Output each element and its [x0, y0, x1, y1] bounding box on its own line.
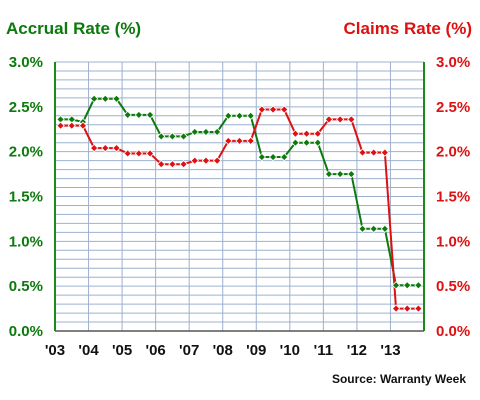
accrual-series-line: [60, 97, 419, 287]
accrual-point: [134, 110, 144, 120]
accrual-point: [291, 138, 300, 147]
right-tick-label: 0.5%: [436, 278, 470, 295]
claims-point: [56, 121, 65, 130]
claims-point: [112, 143, 121, 153]
right-tick-label: 1.5%: [436, 189, 470, 206]
claims-point: [302, 129, 311, 138]
claims-point: [324, 115, 334, 124]
accrual-point: [224, 111, 233, 120]
x-tick-label: '05: [112, 342, 132, 359]
claims-point: [369, 148, 378, 157]
accrual-point: [246, 111, 255, 120]
right-tick-label: 1.0%: [436, 233, 470, 250]
claims-point: [414, 304, 423, 313]
x-tick-label: '04: [78, 342, 99, 359]
claims-point: [89, 143, 99, 153]
claims-point: [280, 105, 289, 114]
right-tick-label: 2.5%: [436, 99, 470, 116]
accrual-point: [369, 224, 378, 233]
accrual-point: [190, 127, 199, 137]
accrual-point: [313, 138, 322, 147]
tick-labels: 3.0% 2.5% 2.0% 1.5% 1.0% 0.5% 0.0% 3.0% 2.5% 2.0%…: [9, 54, 470, 359]
claims-point: [347, 115, 356, 124]
right-tick-label: 0.0%: [436, 323, 470, 340]
accrual-point: [257, 152, 267, 162]
accrual-point: [89, 94, 99, 103]
accrual-point: [201, 127, 211, 137]
claims-point: [291, 129, 300, 138]
claims-point: [101, 143, 110, 153]
accrual-point: [101, 94, 110, 103]
accrual-point: [212, 127, 222, 137]
claims-point: [380, 148, 390, 157]
claims-point: [67, 121, 76, 130]
accrual-point: [145, 110, 155, 120]
left-tick-label: 0.5%: [9, 278, 43, 295]
accrual-point: [324, 169, 334, 179]
accrual-point: [347, 169, 356, 179]
accrual-point: [403, 281, 412, 290]
claims-point: [157, 160, 166, 169]
x-tick-label: '07: [179, 342, 199, 359]
x-tick-label: '06: [146, 342, 166, 359]
axes: [54, 62, 425, 332]
claims-point: [358, 148, 367, 157]
x-tick-label: '09: [246, 342, 266, 359]
accrual-point: [235, 111, 244, 120]
left-tick-label: 2.0%: [9, 144, 43, 161]
plot-grid: [54, 61, 425, 332]
accrual-point: [391, 281, 401, 290]
x-tick-label: '08: [213, 342, 233, 359]
right-tick-label: 3.0%: [436, 54, 470, 71]
accrual-point: [157, 132, 166, 141]
accrual-point: [280, 152, 289, 162]
x-tick-label: '12: [347, 342, 367, 359]
claims-point: [168, 160, 177, 169]
left-tick-label: 3.0%: [9, 54, 43, 71]
claims-point: [335, 115, 345, 124]
left-tick-label: 0.0%: [9, 323, 43, 340]
claims-point: [190, 156, 199, 165]
claims-point: [78, 121, 88, 130]
claims-point: [212, 156, 222, 165]
claims-point: [313, 129, 322, 138]
claims-point: [134, 149, 144, 158]
claims-point: [403, 304, 412, 313]
claims-point: [391, 304, 401, 313]
accrual-point: [268, 152, 278, 162]
claims-point: [201, 156, 211, 165]
accrual-point: [380, 224, 390, 233]
claims-point: [145, 149, 155, 158]
x-tick-label: '03: [45, 342, 65, 359]
right-tick-label: 2.0%: [436, 144, 470, 161]
left-axis-title: Accrual Rate (%): [6, 19, 142, 38]
x-tick-label: '10: [280, 342, 300, 359]
series-markers: [56, 94, 423, 313]
accrual-point: [179, 132, 188, 141]
accrual-point: [112, 94, 121, 103]
accrual-point: [123, 110, 132, 120]
source-note: Source: Warranty Week: [331, 372, 466, 386]
left-tick-label: 1.0%: [9, 233, 43, 250]
claims-point: [179, 160, 188, 169]
accrual-point: [302, 138, 311, 147]
left-tick-label: 2.5%: [9, 99, 43, 116]
accrual-point: [414, 281, 423, 290]
claims-point: [268, 105, 278, 114]
right-axis-title: Claims Rate (%): [343, 19, 472, 38]
claims-point: [123, 149, 132, 158]
x-tick-label: '13: [380, 342, 400, 359]
claims-point: [224, 136, 233, 146]
accrual-point: [168, 132, 177, 141]
claims-point: [246, 136, 255, 146]
left-tick-label: 1.5%: [9, 189, 43, 206]
claims-point: [257, 105, 267, 114]
accrual-point: [335, 169, 345, 179]
claims-point: [235, 136, 244, 146]
x-tick-label: '11: [314, 342, 333, 359]
accrual-point: [358, 224, 367, 233]
